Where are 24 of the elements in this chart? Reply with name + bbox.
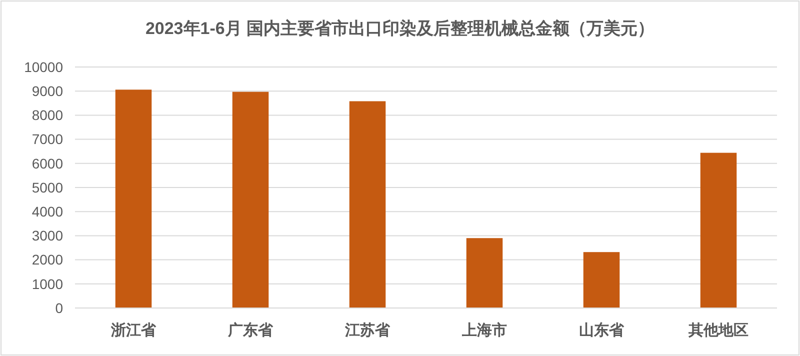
x-tick-label: 江苏省 (344, 322, 391, 339)
x-tick-label: 上海市 (461, 321, 507, 339)
y-tick-label: 4000 (32, 204, 64, 220)
y-tick-label: 6000 (32, 155, 64, 172)
x-tick-label: 浙江省 (110, 322, 157, 339)
y-tick-label: 8000 (32, 107, 64, 124)
y-tick-label: 9000 (32, 83, 64, 99)
x-tick-label: 其他地区 (688, 322, 748, 339)
y-tick-label: 0 (55, 300, 64, 316)
y-tick-label: 3000 (32, 228, 64, 244)
y-tick-label: 7000 (32, 131, 64, 148)
bar (700, 152, 737, 308)
x-tick-label: 山东省 (579, 321, 625, 339)
x-tick-label: 广东省 (227, 321, 274, 339)
bar (115, 90, 152, 308)
bar (583, 252, 620, 308)
chart-title: 2023年1-6月 国内主要省市出口印染及后整理机械总金额（万美元） (145, 19, 655, 38)
bar (232, 92, 269, 308)
y-tick-label: 1000 (32, 276, 64, 292)
bar (349, 101, 386, 308)
y-tick-label: 10000 (24, 58, 64, 75)
bar (466, 238, 503, 308)
y-tick-label: 5000 (32, 179, 64, 196)
y-tick-label: 2000 (32, 252, 64, 268)
